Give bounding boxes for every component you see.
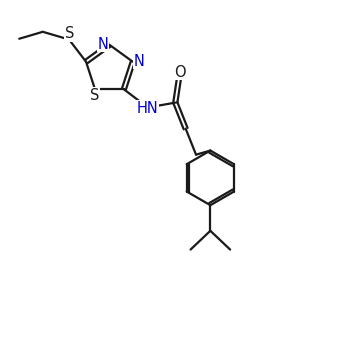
Text: S: S [65, 26, 74, 41]
Text: N: N [133, 53, 144, 69]
Text: O: O [174, 65, 186, 80]
Text: HN: HN [137, 101, 159, 116]
Text: N: N [98, 36, 109, 52]
Text: S: S [90, 88, 99, 103]
